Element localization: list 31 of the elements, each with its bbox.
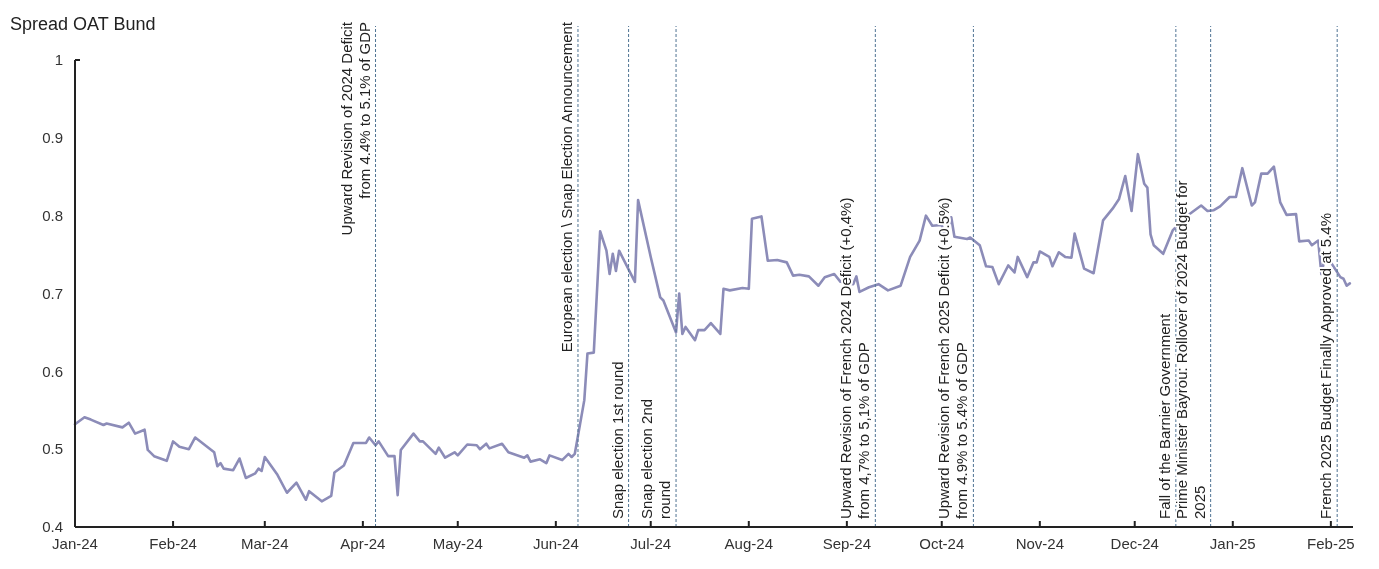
x-tick-label: Aug-24: [724, 535, 773, 552]
x-tick-label: Feb-24: [149, 535, 197, 552]
x-tick-label: Jul-24: [630, 535, 672, 552]
ref-line-label: Upward Revision of French 2024 Deficit (+0,4%) from 4,7% to 5,1% of GDP: [837, 197, 873, 519]
y-tick-label: 0.6: [42, 362, 63, 380]
x-tick-label: Jun-24: [532, 535, 579, 552]
ref-line-label: Prime Minister Bayrou: Rollover of 2024 Budget for 2025: [1172, 180, 1208, 519]
y-tick-label: 1: [54, 51, 63, 69]
ref-line-label: European election \ Snap Election Announcement: [557, 21, 575, 353]
ref-line-label: French 2025 Budget Finally Approved at 5.4%: [1317, 212, 1335, 519]
x-tick-label: Apr-24: [340, 535, 386, 552]
y-tick-label: 0.8: [42, 206, 63, 224]
ref-line-label: Fall of the Barnier Government: [1155, 313, 1173, 519]
x-tick-label: Nov-24: [1015, 535, 1065, 552]
chart-title: Spread OAT Bund: [10, 14, 156, 34]
y-tick-label: 0.9: [42, 129, 63, 147]
x-tick-label: Feb-25: [1307, 535, 1355, 552]
y-tick-label: 0.4: [42, 518, 63, 536]
x-tick-label: Jan-24: [52, 535, 98, 552]
ref-line-label: Snap election 1st round: [608, 361, 626, 519]
y-tick-label: 0.5: [42, 440, 63, 458]
x-tick-label: Mar-24: [241, 535, 289, 552]
ref-line-label: Upward Revision of French 2025 Deficit (+0.5%) from 4.9% to 5.4% of GDP: [935, 197, 971, 519]
ref-line-label: Upward Revision of 2024 Deficit from 4.4% to 5.1% of GDP: [337, 21, 373, 236]
ref-line-label: Snap election 2nd round: [638, 398, 674, 519]
x-tick-label: Jan-25: [1209, 535, 1256, 552]
y-tick-label: 0.7: [42, 284, 63, 302]
x-tick-label: May-24: [432, 535, 483, 552]
x-tick-label: Oct-24: [919, 535, 965, 552]
x-tick-label: Sep-24: [822, 535, 872, 552]
x-tick-label: Dec-24: [1110, 535, 1159, 552]
